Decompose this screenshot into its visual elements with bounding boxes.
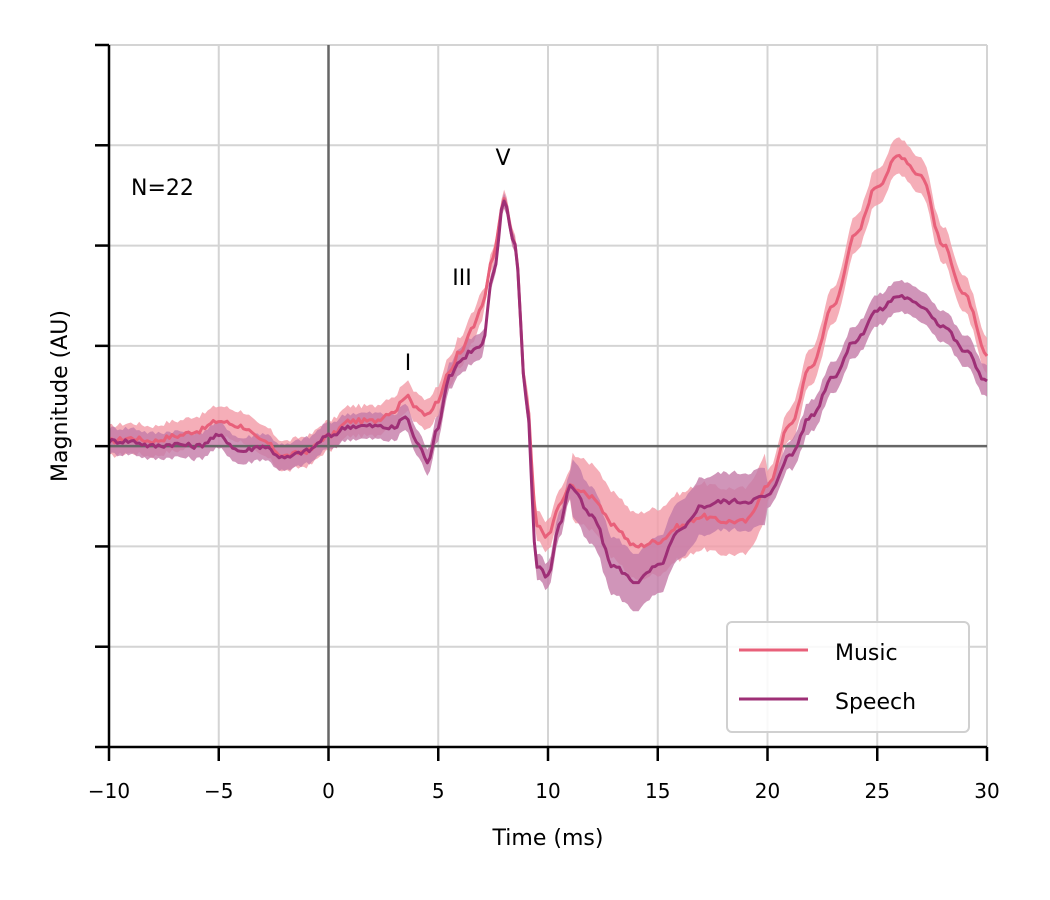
- axes: [95, 43, 989, 761]
- error-band-music: [109, 137, 987, 581]
- y-axis-label: Magnitude (AU): [48, 310, 73, 482]
- x-tick-label: 5: [432, 779, 445, 803]
- x-tick-label: 20: [755, 779, 780, 803]
- series-line-speech: [107, 199, 988, 585]
- x-tick-label: −5: [204, 779, 233, 803]
- x-axis-label: Time (ms): [492, 826, 604, 851]
- legend-box: [726, 621, 970, 733]
- wave-iii-label: III: [452, 266, 471, 291]
- x-tick-label: 10: [535, 779, 560, 803]
- x-tick-label: 30: [974, 779, 999, 803]
- wave-v-label: V: [495, 146, 510, 171]
- legend-label-music: Music: [835, 641, 898, 666]
- x-tick-label: 0: [322, 779, 335, 803]
- legend: Music Speech: [726, 621, 970, 733]
- n-label: N=22: [131, 176, 194, 201]
- legend-label-speech: Speech: [835, 690, 916, 715]
- x-tick-labels: −10 −5 0 5 10 15 20 25 30: [88, 779, 1000, 803]
- wave-i-label: I: [405, 351, 412, 376]
- x-tick-label: 25: [865, 779, 890, 803]
- x-tick-label: 15: [645, 779, 670, 803]
- error-band-speech: [109, 193, 987, 612]
- error-bands: [109, 137, 987, 612]
- series-line-music: [108, 153, 989, 549]
- series-lines: [107, 153, 989, 585]
- x-tick-label: −10: [88, 779, 130, 803]
